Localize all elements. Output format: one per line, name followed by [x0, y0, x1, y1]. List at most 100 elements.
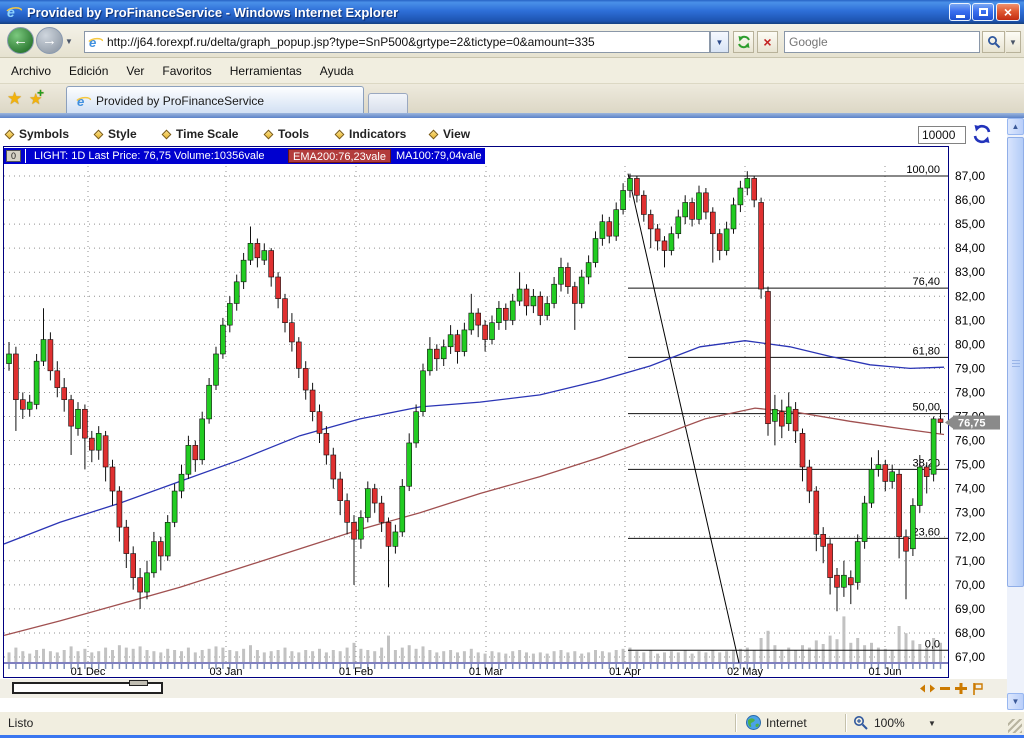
volume-bar [173, 650, 177, 662]
volume-bar [904, 633, 908, 662]
scrollbar-thumb[interactable] [1007, 137, 1024, 587]
volume-bar [628, 647, 632, 662]
toolbar-indicators[interactable]: Indicators [334, 125, 406, 143]
candle-down [647, 214, 654, 230]
volume-bar [76, 651, 80, 662]
candle-up [675, 216, 682, 235]
search-input[interactable] [785, 35, 979, 49]
maximize-button[interactable] [972, 3, 994, 21]
candle-up [364, 488, 371, 518]
candle-down [482, 324, 488, 340]
scroll-up-button[interactable]: ▲ [1007, 118, 1024, 135]
amount-input[interactable] [918, 126, 966, 144]
candle-down [158, 541, 164, 557]
toolbar-symbols[interactable]: Symbols [4, 125, 69, 143]
volume-bar [669, 651, 673, 662]
back-button[interactable]: ← [7, 27, 34, 54]
favorites-icon[interactable]: ★ [7, 89, 23, 108]
svg-text:e: e [77, 94, 84, 109]
toolbar-time-scale[interactable]: Time Scale [161, 125, 238, 143]
volume-bar [200, 650, 204, 662]
candle-up [185, 445, 192, 475]
candle-up [392, 531, 399, 547]
menu-ver[interactable]: Ver [126, 63, 145, 78]
address-bar[interactable]: e [84, 31, 710, 53]
history-dropdown-icon[interactable]: ▼ [65, 37, 73, 46]
collapse-icon[interactable] [939, 683, 951, 694]
x-axis-label: 01 Jun [868, 666, 901, 678]
add-favorite-icon[interactable]: ★ + [29, 86, 45, 108]
candle-down [89, 437, 95, 451]
close-button[interactable]: × [996, 3, 1020, 21]
zoom-dropdown-icon[interactable]: ▼ [928, 719, 936, 728]
resize-grip[interactable] [1008, 719, 1022, 733]
fib-label: 61,80 [912, 345, 940, 357]
volume-bar [311, 651, 315, 662]
volume-bar [117, 645, 121, 662]
y-axis-label: 74,00 [955, 482, 985, 496]
flag-icon[interactable] [972, 683, 983, 695]
menu-edicion[interactable]: Edición [69, 63, 109, 78]
url-input[interactable] [107, 35, 709, 49]
volume-bar [600, 651, 604, 662]
menu-favoritos[interactable]: Favoritos [162, 63, 212, 78]
refresh-button[interactable] [733, 31, 754, 53]
volume-bar [821, 644, 825, 662]
candle-down [371, 488, 378, 504]
volume-bar [939, 642, 942, 662]
toolbar-view[interactable]: View [428, 125, 470, 143]
minimize-button[interactable] [949, 3, 971, 21]
address-dropdown-button[interactable]: ▼ [710, 31, 729, 53]
candle-down [130, 553, 136, 578]
range-slider-track[interactable] [12, 682, 163, 694]
legend-collapse-button[interactable]: 0 [6, 150, 21, 162]
candle-up [95, 433, 102, 451]
legend-ema200[interactable]: EMA200:76,23vale [288, 149, 391, 163]
search-dropdown-button[interactable]: ▼ [1006, 31, 1021, 53]
volume-bar [497, 652, 501, 662]
toolbar-style[interactable]: Style [93, 125, 137, 143]
tab-favicon: e [76, 94, 91, 109]
candle-up [413, 411, 419, 444]
zoom-icon[interactable] [853, 715, 869, 731]
volume-bar [518, 650, 522, 662]
menu-ayuda[interactable]: Ayuda [319, 63, 354, 78]
internet-zone-icon [746, 715, 761, 730]
candle-up [772, 408, 778, 422]
new-tab-stub[interactable] [368, 93, 408, 115]
range-slider-thumb[interactable] [129, 680, 148, 686]
menu-archivo[interactable]: Archivo [11, 63, 52, 78]
menu-herramientas[interactable]: Herramientas [229, 63, 302, 78]
volume-bar [28, 653, 32, 662]
candle-up [261, 250, 268, 261]
candle-down [813, 490, 820, 535]
tab-active[interactable]: e Provided by ProFinanceService [66, 86, 364, 115]
volume-bar [7, 652, 11, 662]
vertical-scrollbar[interactable]: ▲ ▼ [1007, 118, 1024, 710]
candle-down [385, 522, 392, 547]
y-axis-label: 70,00 [955, 578, 985, 592]
toolbar-tools[interactable]: Tools [263, 125, 309, 143]
volume-bar [925, 647, 929, 662]
candle-up [6, 353, 12, 364]
volume-bar [180, 651, 183, 662]
volume-bar [607, 652, 611, 662]
forward-button[interactable]: → [36, 27, 63, 54]
scroll-down-button[interactable]: ▼ [1007, 693, 1024, 710]
volume-bar [42, 648, 45, 662]
expand-icon[interactable] [955, 683, 967, 694]
stop-button[interactable]: × [757, 31, 778, 53]
volume-bar [704, 652, 708, 662]
candle-down [882, 464, 889, 482]
volume-bar [594, 650, 597, 662]
candle-down [289, 322, 295, 343]
fit-width-icon[interactable] [920, 683, 935, 694]
search-button[interactable] [982, 31, 1005, 53]
search-box[interactable] [784, 31, 980, 53]
volume-bar [787, 647, 791, 662]
candle-up [213, 353, 219, 386]
legend-ma100[interactable]: MA100:79,04vale [396, 150, 482, 162]
volume-bar [373, 651, 377, 662]
chart-refresh-icon[interactable] [972, 124, 992, 144]
